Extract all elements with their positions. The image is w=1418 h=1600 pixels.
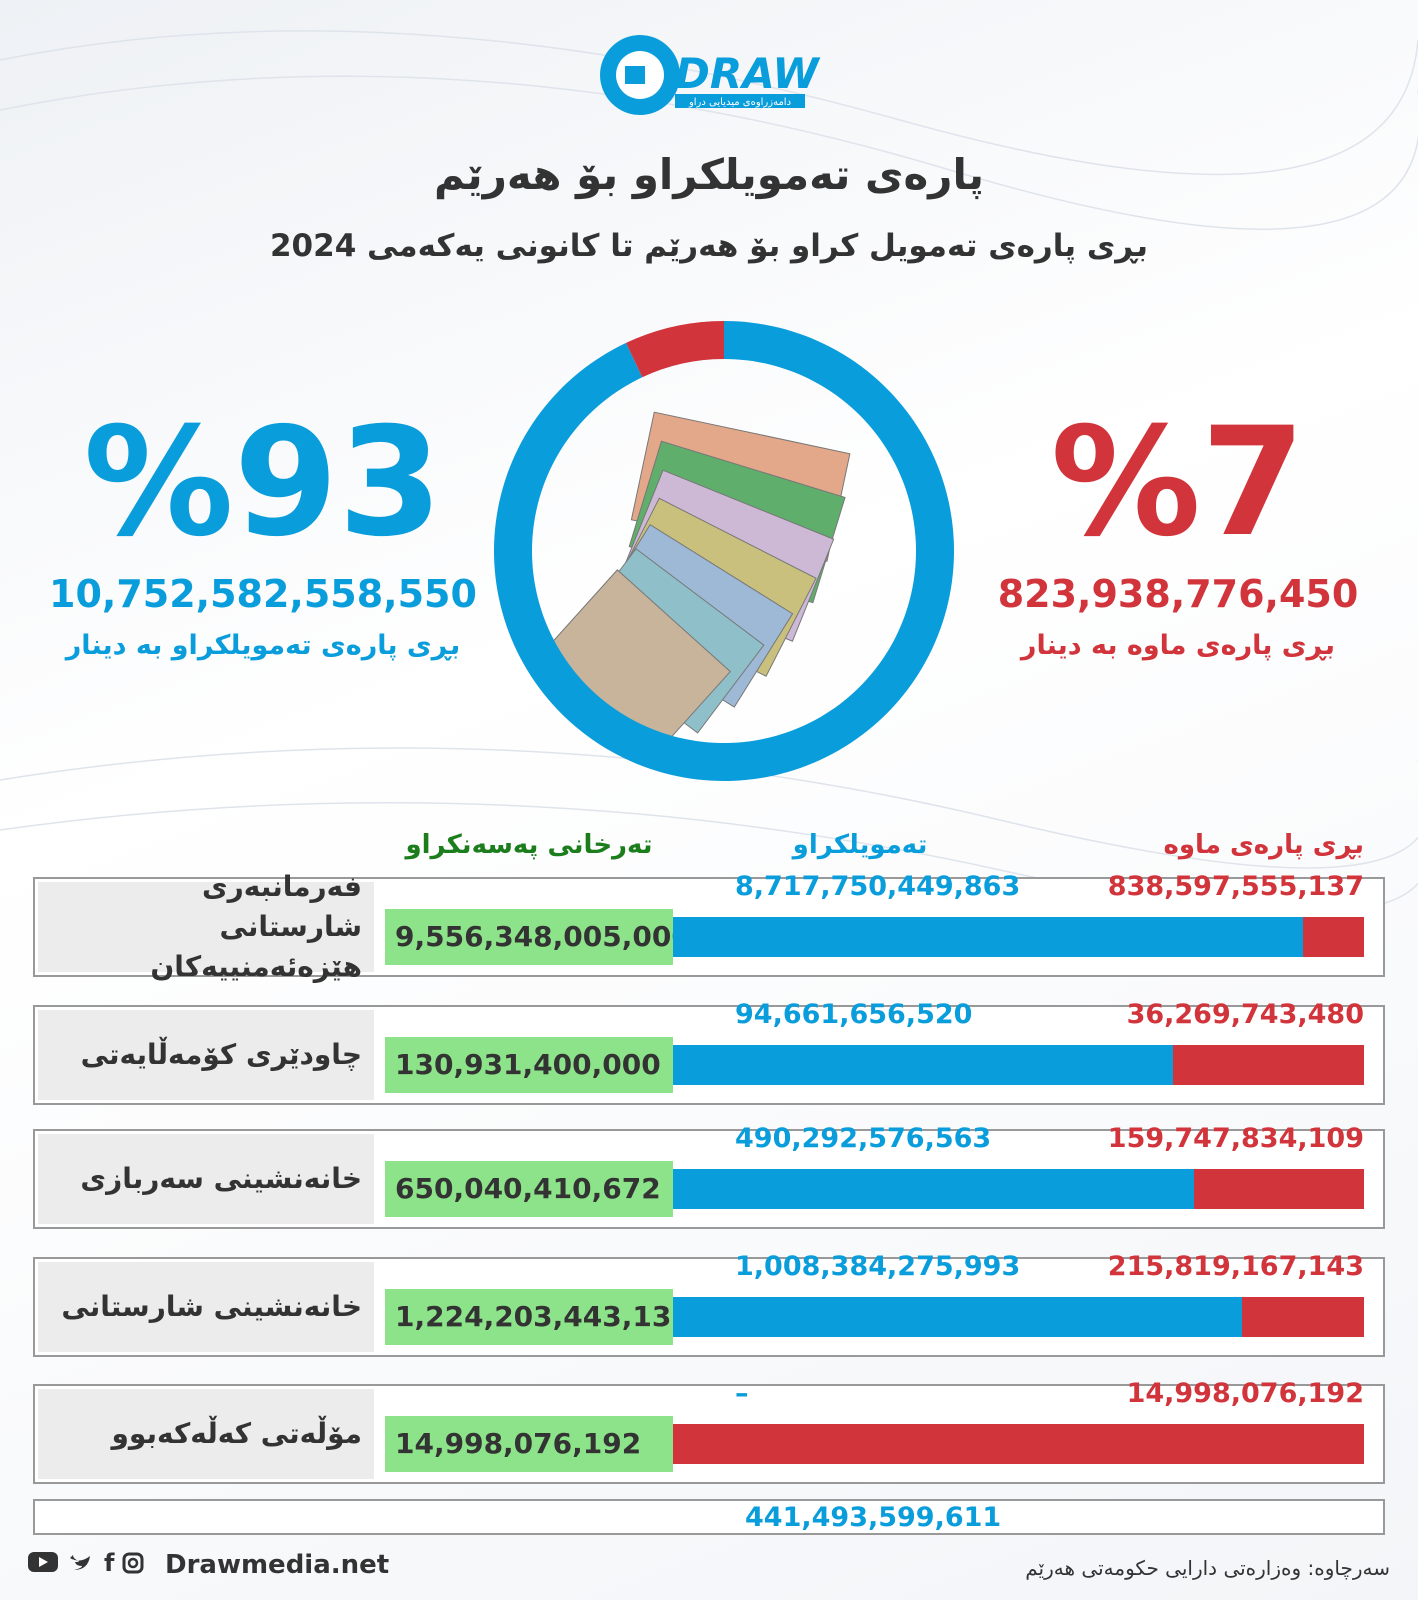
social-icons: f — [26, 1548, 156, 1582]
funded-label: – — [735, 1378, 749, 1409]
bar-segment — [673, 1045, 1173, 1085]
allocated-cell: 9,556,348,005,000 — [385, 909, 691, 965]
remaining-label: 215,819,167,143 — [1107, 1251, 1364, 1282]
remaining-label: 159,747,834,109 — [1107, 1123, 1364, 1154]
allocated-cell: 14,998,076,192 — [385, 1416, 673, 1472]
source: سەرچاوە: وەزارەتی دارایی حکومەتی هەرێم — [1025, 1556, 1390, 1580]
column-header: بڕی پارەی ماوە — [1163, 830, 1364, 860]
funded-label: 94,661,656,520 — [735, 999, 973, 1030]
bar-segment — [1194, 1169, 1364, 1209]
funded-label: 490,292,576,563 — [735, 1123, 992, 1154]
row-label: مۆڵەتی کەڵەکەبوو — [38, 1389, 374, 1479]
column-header: تەرخانی پەسەنکراو — [405, 830, 653, 860]
row-label: خانەنشینی شارستانی — [38, 1262, 374, 1352]
logo-text: DRAW — [675, 49, 821, 98]
allocated-cell: 650,040,410,672 — [385, 1161, 673, 1217]
row-label: چاودێری کۆمەڵایەتی — [38, 1010, 374, 1100]
percent-label: %93 — [83, 396, 443, 570]
money-image — [543, 411, 851, 755]
amount-label: 10,752,582,558,550 — [49, 572, 477, 616]
bar-segment — [1172, 1045, 1364, 1085]
row-label: خانەنشینی سەربازی — [38, 1134, 374, 1224]
svg-text:f: f — [104, 1549, 120, 1576]
total-label: 441,493,599,611 — [745, 1502, 1002, 1533]
chart-subtitle: بڕی پارەی تەمویل کراو بۆ هەرێم تا کانونی… — [269, 228, 1149, 264]
bar-segment — [673, 1169, 1195, 1209]
bar-segment — [673, 917, 1304, 957]
amount-caption: بڕی پارەی تەمویلکراو بە دینار — [65, 630, 461, 661]
remaining-label: 838,597,555,137 — [1107, 871, 1364, 902]
logo-tagline: دامەزراوەی میدیایی دراو — [688, 97, 791, 108]
percent-label: %7 — [1050, 396, 1306, 570]
bar-segment — [1303, 917, 1364, 957]
donut-slice — [626, 321, 724, 378]
bar-segment — [673, 1424, 1364, 1464]
allocated-cell: 130,931,400,000 — [385, 1037, 673, 1093]
bar-segment — [673, 1297, 1243, 1337]
chart-title: پارەی تەمویلکراو بۆ هەرێم — [434, 150, 984, 199]
website: Drawmedia.net — [165, 1550, 390, 1580]
total-box — [33, 1499, 1385, 1535]
funded-label: 8,717,750,449,863 — [735, 871, 1021, 902]
remaining-label: 36,269,743,480 — [1126, 999, 1364, 1030]
logo: DRAW دامەزراوەی میدیایی دراو — [600, 35, 821, 115]
amount-label: 823,938,776,450 — [997, 572, 1359, 616]
remaining-label: 14,998,076,192 — [1126, 1378, 1364, 1409]
amount-caption: بڕی پارەی ماوە بە دینار — [1020, 630, 1336, 661]
row-label: فەرمانبەری شارستانی هێزەئەمنییەکان — [38, 870, 374, 983]
funded-label: 1,008,384,275,993 — [735, 1251, 1021, 1282]
bar-segment — [1242, 1297, 1364, 1337]
allocated-cell: 1,224,203,443,136 — [385, 1289, 691, 1345]
column-header: تەمویلکراو — [792, 830, 928, 860]
donut-chart — [493, 321, 954, 781]
